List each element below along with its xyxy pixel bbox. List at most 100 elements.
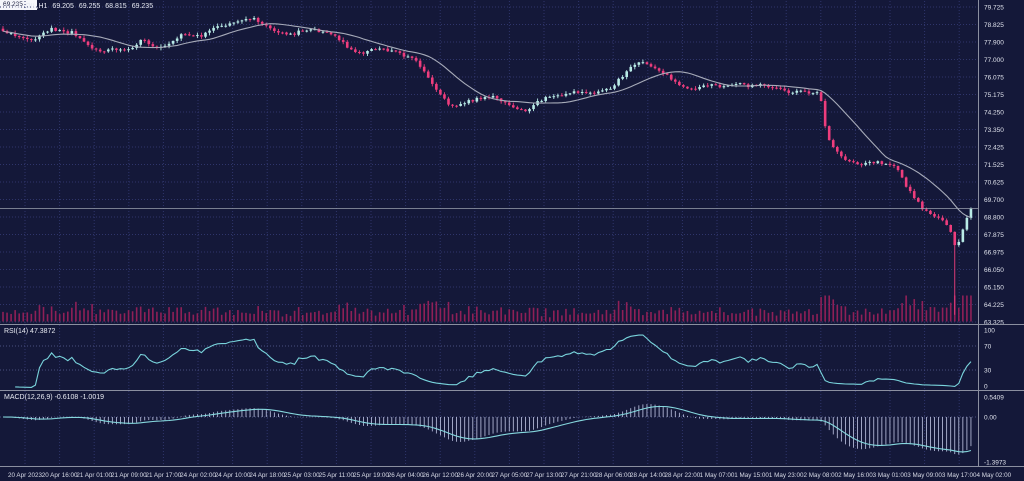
- volume-bar: [293, 310, 296, 322]
- volume-bar: [929, 306, 932, 322]
- volume-bar: [6, 312, 8, 322]
- volume-bar: [111, 309, 114, 322]
- volume-bar: [289, 315, 292, 322]
- candle-body: [852, 161, 855, 163]
- candle-body: [297, 30, 300, 35]
- volume-bar: [395, 312, 397, 322]
- volume-bar: [14, 310, 16, 322]
- candle-body: [564, 93, 568, 96]
- candle-body: [892, 164, 896, 166]
- volume-bar: [962, 295, 964, 322]
- volume-bar: [403, 304, 405, 322]
- candle-body: [188, 34, 191, 36]
- candle-body: [933, 214, 936, 217]
- time-axis-label: 2 May 16:00: [838, 472, 873, 479]
- volume-bar: [249, 313, 251, 322]
- volume-bar: [305, 312, 308, 322]
- volume-bar: [188, 311, 191, 322]
- volume-bar: [804, 311, 806, 322]
- candle-body: [807, 91, 811, 94]
- time-axis-scale[interactable]: [0, 467, 1024, 481]
- volume-bar: [435, 301, 438, 322]
- volume-bar: [897, 308, 899, 322]
- candle-body: [175, 38, 179, 41]
- volume-bar: [391, 313, 393, 322]
- time-axis-label: 26 Apr 20:00: [457, 472, 493, 479]
- volume-bar: [143, 312, 146, 322]
- volume-bar: [212, 308, 215, 322]
- candle-body: [925, 209, 928, 211]
- candle-body: [447, 98, 450, 105]
- candle-body: [341, 40, 345, 42]
- volume-bar: [22, 312, 25, 322]
- candle-body: [301, 30, 304, 32]
- candle-body: [13, 33, 17, 36]
- candle-body: [929, 210, 932, 214]
- candle-body: [34, 39, 37, 41]
- volume-bar: [508, 309, 511, 322]
- candle-body: [285, 32, 288, 35]
- volume-bar: [83, 308, 85, 322]
- candle-body: [686, 86, 689, 89]
- chart-title-bar: ▼ CL-OIL,H1 69.205 69.255 68.815 69.235: [4, 2, 153, 11]
- candle-body: [694, 88, 697, 90]
- volume-bar: [87, 310, 89, 322]
- candle-body: [949, 225, 952, 232]
- volume-bar: [99, 309, 101, 322]
- candle-body: [836, 147, 839, 152]
- candle-body: [82, 38, 86, 42]
- volume-bar: [771, 311, 774, 322]
- volume-bar: [662, 309, 664, 322]
- volume-bar: [723, 312, 725, 322]
- volume-bar: [423, 303, 425, 322]
- volume-bar: [966, 295, 968, 322]
- volume-bar: [864, 308, 867, 322]
- candle-body: [90, 44, 94, 49]
- volume-bar: [751, 308, 754, 322]
- rsi-pane[interactable]: [0, 325, 978, 390]
- volume-bar: [431, 302, 434, 322]
- candle-body: [548, 96, 552, 98]
- rsi-indicator-label: RSI(14) 47.3872: [4, 328, 56, 335]
- price-axis-label: 73.350: [984, 127, 1004, 134]
- candle-body: [131, 47, 134, 50]
- volume-bar: [71, 307, 73, 322]
- candle-body: [143, 39, 147, 41]
- volume-bar: [638, 309, 640, 322]
- volume-bar: [265, 313, 268, 322]
- time-axis-label: 1 May 07:00: [700, 472, 735, 479]
- price-axis-label: 76.075: [984, 74, 1004, 81]
- time-axis-label: 25 Apr 11:00: [319, 472, 355, 479]
- time-axis-label: 24 Apr 18:00: [249, 472, 285, 479]
- main-chart-pane[interactable]: [0, 0, 978, 324]
- candle-body: [844, 156, 847, 160]
- volume-bar: [800, 313, 802, 322]
- price-axis-scale[interactable]: [979, 0, 1024, 466]
- candle-body: [139, 39, 142, 45]
- candle-body: [714, 84, 718, 86]
- volume-bar: [743, 311, 745, 322]
- volume-bar: [358, 313, 361, 322]
- ohlc-low-value: 68.815: [105, 3, 127, 10]
- candle-body: [706, 85, 709, 87]
- volume-bar: [828, 295, 830, 322]
- candle-body: [969, 208, 973, 218]
- candle-body: [904, 177, 908, 187]
- candle-body: [560, 95, 564, 97]
- candle-body: [572, 91, 576, 94]
- volume-bar: [767, 312, 770, 322]
- macd-pane[interactable]: [0, 391, 978, 466]
- volume-bar: [107, 309, 110, 322]
- time-axis-label: 26 Apr 04:00: [388, 472, 424, 479]
- candle-body: [661, 70, 665, 74]
- symbol-dropdown-icon[interactable]: ▼: [4, 3, 9, 9]
- candle-body: [123, 49, 126, 51]
- candle-body: [151, 44, 155, 47]
- volume-bar: [844, 306, 847, 322]
- volume-bar: [706, 311, 709, 322]
- candle-body: [378, 48, 381, 50]
- volume-bar: [609, 313, 612, 322]
- candle-body: [196, 35, 199, 37]
- volume-bar: [467, 306, 470, 322]
